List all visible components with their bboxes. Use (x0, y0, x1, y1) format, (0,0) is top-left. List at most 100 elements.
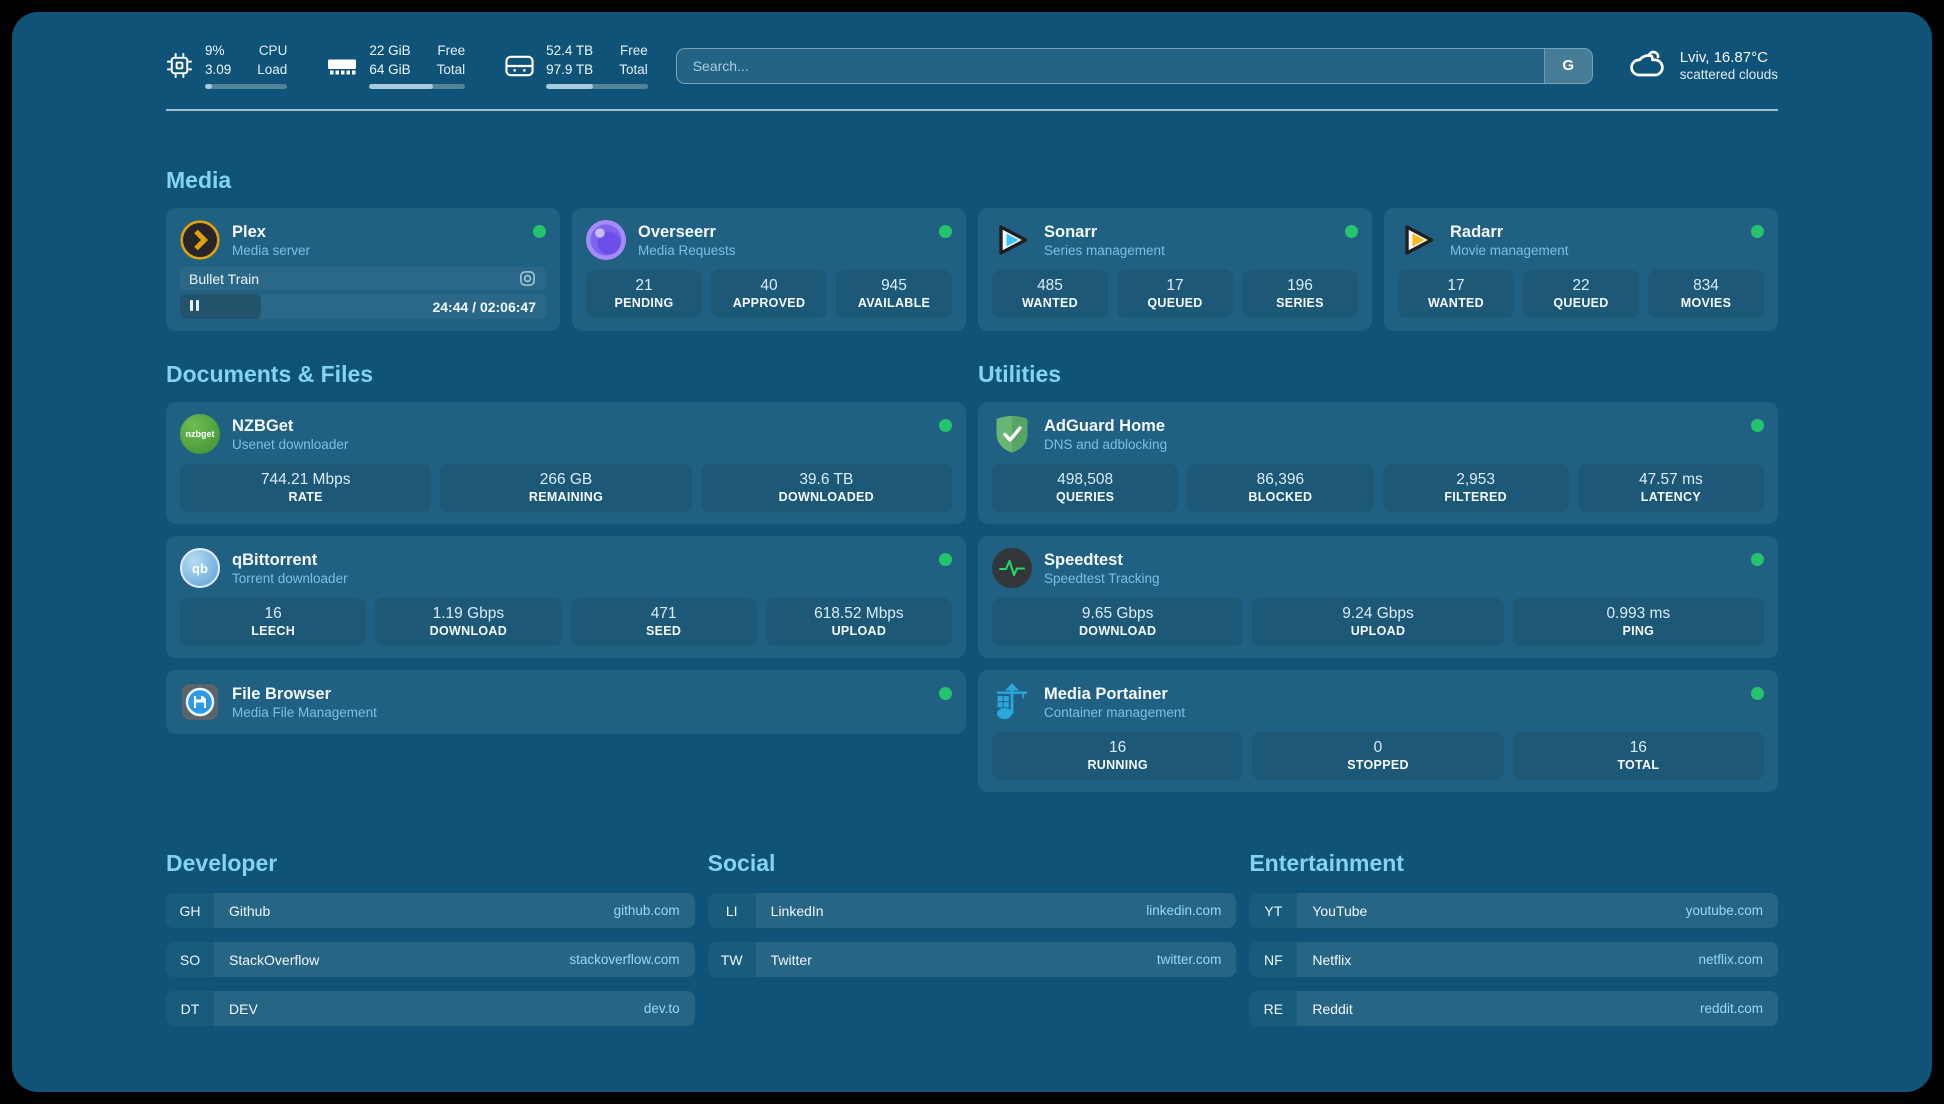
app-title: qBittorrent (232, 550, 318, 569)
stat-box: 39.6 TB DOWNLOADED (700, 464, 952, 513)
app-title: Plex (232, 222, 266, 241)
sonarr-card[interactable]: Sonarr Series management 485 WANTED 17 QUE… (978, 208, 1372, 332)
app-title: NZBGet (232, 416, 294, 435)
stat-box: 9.24 Gbps UPLOAD (1252, 598, 1504, 647)
app-title: Sonarr (1044, 222, 1098, 241)
memory-free-label: Free (437, 43, 466, 58)
search-input[interactable] (676, 48, 1544, 83)
bookmark-abbr: SO (166, 942, 214, 978)
memory-progress-bar (369, 84, 466, 90)
stat-box: 17 QUEUED (1117, 270, 1233, 319)
status-dot (1751, 225, 1764, 239)
memory-total-label: Total (436, 61, 466, 77)
app-title: Speedtest (1044, 550, 1123, 569)
filebrowser-card[interactable]: File Browser Media File Management (166, 670, 966, 735)
bookmark-github[interactable]: GH Github github.com (166, 893, 695, 929)
system-stats: 9% CPU 3.09 Load 22 GiB (166, 42, 648, 90)
status-dot (1751, 687, 1764, 701)
overseerr-icon (586, 220, 626, 261)
bookmark-stackoverflow[interactable]: SO StackOverflow stackoverflow.com (166, 942, 695, 978)
speedtest-card[interactable]: Speedtest Speedtest Tracking 9.65 Gbps DO… (978, 536, 1778, 659)
disk-free-value: 52.4 TB (546, 43, 594, 58)
status-dot (1751, 553, 1764, 567)
adguard-card[interactable]: AdGuard Home DNS and adblocking 498,508 Q… (978, 402, 1778, 525)
pause-icon[interactable] (190, 298, 202, 316)
memory-stat-widget: 22 GiB Free 64 GiB Total (327, 42, 466, 90)
bookmark-abbr: GH (166, 893, 214, 929)
stat-box: 47.57 ms LATENCY (1577, 464, 1764, 513)
disk-total-value: 97.9 TB (546, 61, 594, 77)
disk-free-label: Free (619, 43, 648, 58)
speedtest-icon (992, 548, 1032, 589)
settings-icon[interactable] (518, 269, 537, 288)
app-subtitle: Container management (1044, 704, 1186, 720)
stat-box: 2,953 FILTERED (1382, 464, 1569, 513)
cloud-icon (1621, 48, 1667, 84)
radarr-icon (1398, 220, 1438, 260)
nzbget-icon: nzbget (180, 414, 220, 455)
filebrowser-icon (180, 682, 220, 722)
qbittorrent-card[interactable]: qb qBittorrent Torrent downloader 16 LEEC… (166, 536, 966, 659)
bookmark-abbr: YT (1249, 893, 1298, 929)
memory-total-value: 64 GiB (369, 61, 411, 77)
status-dot (1751, 419, 1764, 433)
topbar-divider (166, 109, 1778, 112)
bookmark-reddit[interactable]: RE Reddit reddit.com (1249, 991, 1778, 1027)
status-dot (939, 553, 952, 567)
memory-free-value: 22 GiB (369, 43, 411, 58)
portainer-card[interactable]: Media Portainer Container management 16 R… (978, 670, 1778, 793)
load-label: Load (257, 61, 288, 77)
stat-box: 16 LEECH (180, 598, 367, 647)
section-title-entertainment: Entertainment (1249, 850, 1404, 877)
bookmark-abbr: LI (707, 893, 756, 929)
nzbget-card[interactable]: nzbget NZBGet Usenet downloader 744.21 M… (166, 402, 966, 525)
cpu-icon (166, 52, 193, 79)
app-title: AdGuard Home (1044, 416, 1166, 435)
memory-icon (327, 57, 357, 75)
stat-box: 0.993 ms PING (1512, 598, 1764, 647)
portainer-icon (992, 682, 1032, 722)
plex-card[interactable]: Plex Media server Bullet Train (166, 208, 560, 332)
bookmark-linkedin[interactable]: LI LinkedIn linkedin.com (707, 893, 1237, 929)
stat-box: 17 WANTED (1398, 270, 1514, 319)
app-subtitle: Media Requests (638, 242, 736, 258)
bookmark-dev[interactable]: DT DEV dev.to (166, 991, 695, 1027)
stat-box: 471 SEED (570, 598, 757, 647)
playback-time: 24:44 / 02:06:47 (432, 298, 536, 315)
status-dot (939, 687, 952, 701)
now-playing-title: Bullet Train (189, 270, 260, 287)
bookmark-abbr: DT (166, 991, 214, 1027)
app-subtitle: Usenet downloader (232, 436, 349, 452)
bookmark-netflix[interactable]: NF Netflix netflix.com (1249, 942, 1778, 978)
search-engine-button[interactable]: G (1543, 48, 1592, 83)
section-title-developer: Developer (166, 850, 278, 877)
disk-stat-widget: 52.4 TB Free 97.9 TB Total (505, 42, 648, 90)
app-subtitle: Torrent downloader (232, 570, 348, 586)
dashboard-page: 9% CPU 3.09 Load 22 GiB (12, 12, 1932, 1092)
bookmark-abbr: RE (1249, 991, 1298, 1027)
stat-box: 16 RUNNING (992, 732, 1244, 781)
stat-box: 266 GB REMAINING (440, 464, 692, 513)
stat-box: 1.19 Gbps DOWNLOAD (375, 598, 562, 647)
app-subtitle: Series management (1044, 242, 1165, 258)
stat-box: 945 AVAILABLE (836, 270, 952, 319)
radarr-card[interactable]: Radarr Movie management 17 WANTED 22 QUEUE… (1384, 208, 1778, 332)
bookmark-abbr: NF (1249, 942, 1298, 978)
bookmark-youtube[interactable]: YT YouTube youtube.com (1249, 893, 1778, 929)
cpu-stat-widget: 9% CPU 3.09 Load (166, 42, 288, 90)
status-dot (533, 225, 546, 239)
stat-box: 498,508 QUERIES (992, 464, 1179, 513)
disk-total-label: Total (619, 61, 648, 77)
stat-box: 16 TOTAL (1512, 732, 1764, 781)
weather-location-temp: Lviv, 16.87°C (1679, 49, 1768, 67)
bookmark-twitter[interactable]: TW Twitter twitter.com (707, 942, 1237, 978)
overseerr-card[interactable]: Overseerr Media Requests 21 PENDING 40 APP… (572, 208, 966, 332)
status-dot (939, 419, 952, 433)
status-dot (939, 225, 952, 239)
app-subtitle: DNS and adblocking (1044, 436, 1168, 452)
stat-box: 40 APPROVED (711, 270, 827, 319)
search-bar[interactable]: G (675, 47, 1593, 84)
disk-icon (505, 55, 534, 77)
section-title-documents: Documents & Files (166, 361, 374, 388)
now-playing-widget: Bullet Train 24:44 / 02:06:47 (180, 267, 546, 320)
